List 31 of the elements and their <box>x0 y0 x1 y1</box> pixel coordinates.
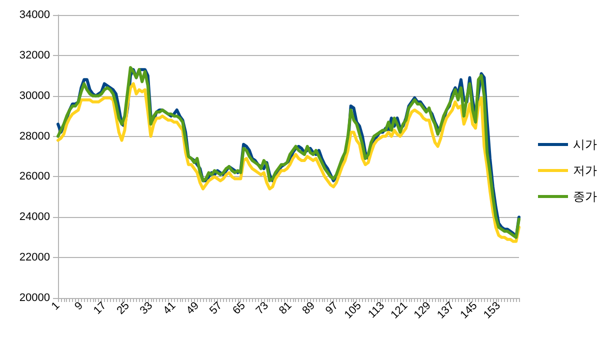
x-tick-label: 97 <box>323 300 341 317</box>
x-tick-label: 17 <box>92 300 109 317</box>
x-tick-label: 153 <box>482 300 503 322</box>
x-tick-label: 49 <box>184 300 202 317</box>
x-tick-label: 25 <box>114 300 132 317</box>
y-tick-label: 32000 <box>19 49 50 62</box>
legend-label: 저가 <box>573 164 597 178</box>
x-tick-label: 89 <box>300 300 318 317</box>
x-tick-label: 9 <box>72 300 86 313</box>
x-tick-label: 57 <box>207 300 225 317</box>
y-tick-label: 22000 <box>19 252 50 264</box>
legend-label: 종가 <box>573 190 597 204</box>
x-tick-label: 137 <box>435 300 457 322</box>
x-tick-label: 129 <box>412 300 434 322</box>
x-tick-label: 1 <box>49 300 62 313</box>
x-tick-label: 73 <box>254 300 271 317</box>
x-tick-label: 105 <box>342 300 364 322</box>
x-tick-label: 41 <box>161 300 178 317</box>
y-tick-label: 34000 <box>19 9 50 21</box>
x-tick-label: 81 <box>277 300 294 317</box>
y-tick-label: 26000 <box>19 170 50 183</box>
y-tick-label: 28000 <box>19 130 50 142</box>
x-tick-label: 33 <box>138 300 156 317</box>
y-tick-label: 24000 <box>19 211 50 224</box>
x-tick-label: 121 <box>388 300 410 322</box>
y-tick-label: 30000 <box>19 90 50 102</box>
x-tick-label: 145 <box>458 300 480 322</box>
legend-label: 시가 <box>573 138 597 152</box>
x-tick-label: 113 <box>366 300 387 321</box>
y-tick-label: 20000 <box>19 292 50 304</box>
x-tick-label: 65 <box>230 300 248 317</box>
